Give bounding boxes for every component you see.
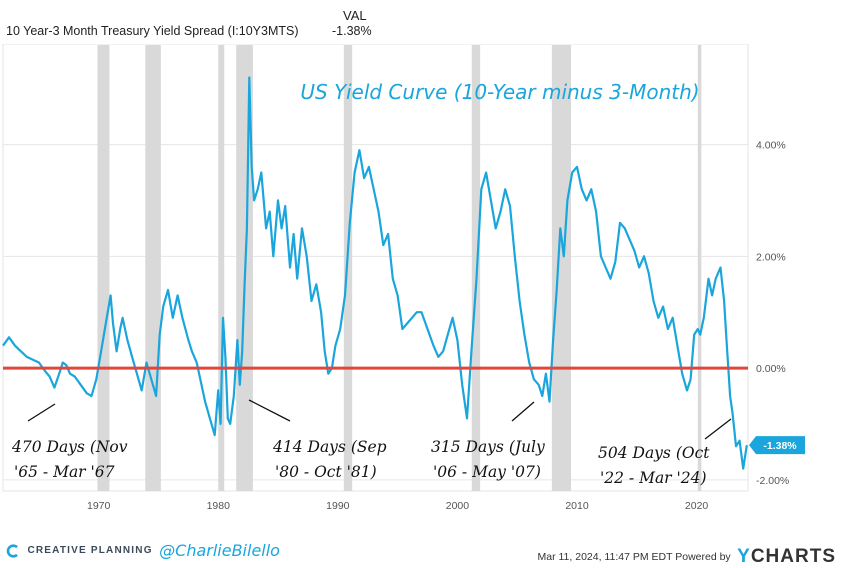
recession-band — [471, 45, 481, 491]
current-value: -1.38% — [332, 24, 372, 38]
footer-attribution: Mar 11, 2024, 11:47 PM EDT Powered by YC… — [538, 546, 837, 568]
annotation-line-2: '65 - Mar '67 — [14, 463, 115, 481]
annotations: 470 Days (Nov '65 - Mar '67 414 Days (Sep '… — [11, 399, 732, 487]
recession-band — [343, 45, 353, 491]
gridlines — [2, 44, 749, 492]
annotation-arrow — [704, 418, 732, 440]
recession-band — [551, 45, 572, 491]
x-tick-label: 2010 — [565, 500, 589, 512]
recession-band — [697, 45, 702, 491]
annotation-line-1: 470 Days (Nov — [11, 438, 128, 456]
annotation-line-1: 315 Days (July — [431, 438, 545, 456]
x-tick-label: 2020 — [685, 500, 709, 512]
x-tick-label: 1990 — [326, 500, 350, 512]
footer-branding: CREATIVE PLANNING @CharlieBilello — [6, 541, 280, 560]
annotation-arrow — [27, 403, 56, 422]
annotation-line-2: '06 - May '07) — [433, 463, 541, 481]
x-tick-label: 1980 — [207, 500, 231, 512]
series-line — [2, 76, 748, 470]
annotation-line-1: 504 Days (Oct — [598, 444, 710, 462]
chart-title: US Yield Curve (10-Year minus 3-Month) — [300, 80, 699, 104]
last-value-badge-group: -1.38% — [749, 436, 805, 455]
value-column-header: VAL — [343, 8, 367, 23]
recession-band — [218, 45, 225, 491]
x-tick-label: 2000 — [446, 500, 470, 512]
y-tick-label: -2.00% — [756, 475, 789, 487]
annotation-arrow — [248, 399, 291, 422]
recession-band — [97, 45, 110, 491]
axis-labels: 4.00% 2.00% 0.00% -2.00% 1970 1980 1990 2000 201… — [87, 140, 789, 512]
annotation-line-1: 414 Days (Sep — [272, 438, 387, 456]
ycharts-logo-rest: CHARTS — [750, 546, 836, 567]
annotation-line-2: '22 - Mar '24) — [600, 469, 707, 487]
brand-name: CREATIVE PLANNING — [27, 545, 153, 556]
recession-band — [145, 45, 161, 491]
y-tick-label: 2.00% — [756, 251, 786, 263]
y-tick-label: 4.00% — [756, 140, 786, 152]
last-value-label: -1.38% — [763, 440, 797, 452]
annotation-line-2: '80 - Oct '81) — [275, 463, 377, 481]
ycharts-logo[interactable]: YCHARTS — [737, 546, 836, 567]
author-handle: @CharlieBilello — [159, 541, 280, 560]
y-tick-label: 0.00% — [756, 363, 786, 375]
chart-header: 10 Year-3 Month Treasury Yield Spread (I… — [6, 8, 446, 44]
last-value-badge — [749, 436, 805, 455]
x-tick-label: 1970 — [87, 500, 111, 512]
timestamp: Mar 11, 2024, 11:47 PM EDT Powered by — [537, 551, 731, 563]
yield-curve-chart: US Yield Curve (10-Year minus 3-Month) 4… — [2, 44, 805, 512]
recession-bands — [97, 45, 702, 491]
series-label[interactable]: 10 Year-3 Month Treasury Yield Spread (I… — [6, 24, 299, 38]
plot-frame — [2, 44, 749, 492]
creative-planning-logo-icon — [6, 543, 18, 558]
ycharts-logo-y: Y — [737, 546, 751, 567]
series-line-group — [2, 76, 748, 470]
annotation-arrow — [511, 401, 535, 422]
